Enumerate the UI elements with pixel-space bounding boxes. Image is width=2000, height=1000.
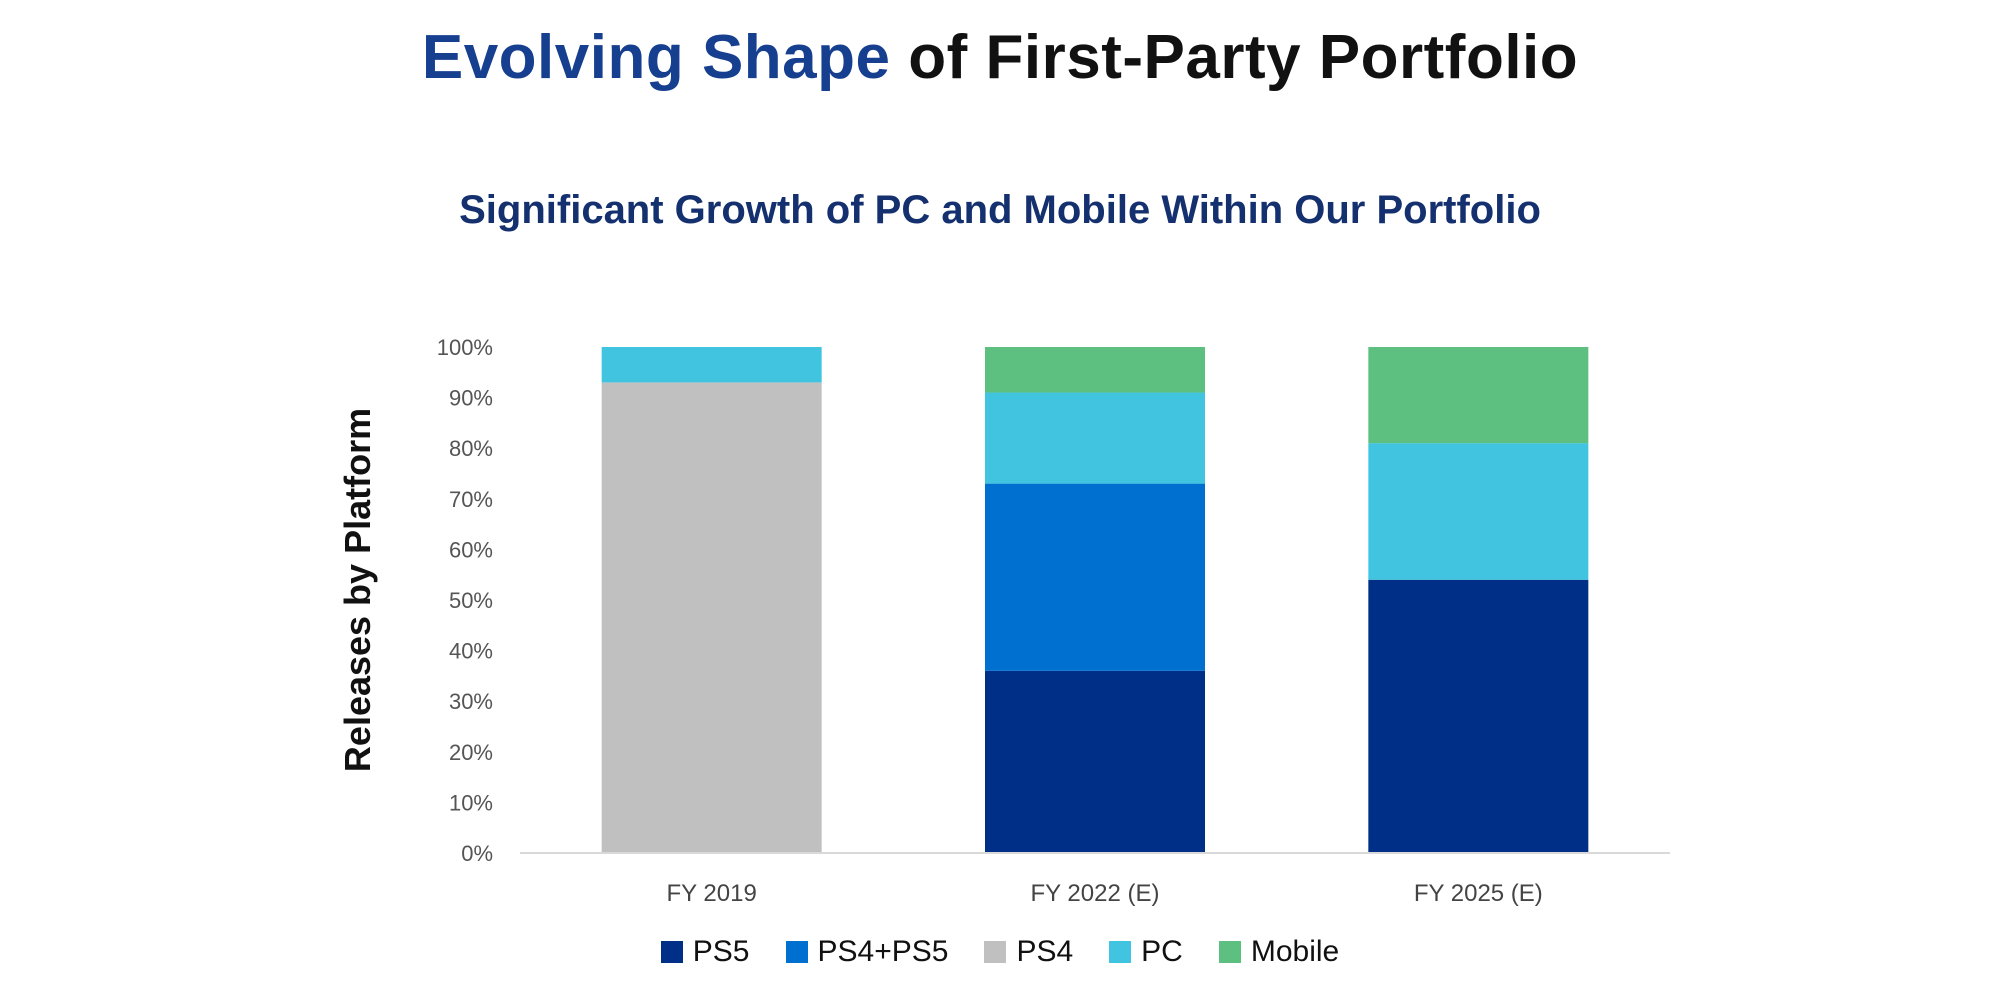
x-tick-label: FY 2019 [667,880,757,907]
bar-segment-pc [601,347,822,383]
y-tick-label: 100% [437,335,493,360]
x-tick-label: FY 2025 (E) [1414,880,1543,907]
legend-label: PS4+PS5 [817,935,949,968]
legend-swatch [660,941,683,963]
bar-segment-mobile [1368,347,1589,444]
bar-segment-ps4-ps5 [985,483,1205,671]
legend-label: PS5 [692,935,750,968]
y-tick-label: 40% [449,639,493,664]
bar-segment-ps5 [1368,579,1589,853]
legend-swatch [785,941,808,963]
legend: PS5 PS4+PS5 PS4 PC Mobile [0,935,2000,969]
x-axis-labels: FY 2019 FY 2022 (E) FY 2025 (E) [667,880,1543,907]
legend-item: Mobile [1218,935,1340,969]
y-axis-ticks: 0% 10% 20% 30% 40% 50% 60% 70% 80% 90% 100% [437,335,493,866]
title-accent: Evolving Shape [421,23,891,92]
title-rest: of First-Party Portfolio [890,23,1579,92]
legend-item: PS4+PS5 [785,935,949,969]
legend-label: PS4 [1016,935,1074,968]
y-tick-label: 20% [449,740,493,765]
legend-item: PS4 [984,935,1073,969]
y-tick-label: 60% [449,537,493,562]
y-tick-label: 0% [461,841,493,866]
legend-label: Mobile [1250,935,1340,968]
bar-segment-ps5 [985,670,1205,853]
legend-item: PS5 [660,935,750,969]
y-tick-label: 10% [449,790,493,815]
legend-item: PC [1109,935,1183,969]
bar-segment-pc [1368,443,1589,580]
slide-title: Evolving Shape of First-Party Portfolio [0,22,2000,93]
x-tick-label: FY 2022 (E) [1031,880,1160,907]
y-axis-title: Releases by Platform [337,408,378,772]
legend-swatch [984,941,1007,963]
y-tick-label: 70% [449,487,493,512]
bar-segment-mobile [985,347,1205,393]
y-tick-label: 30% [449,689,493,714]
bar-segment-ps4 [601,382,822,853]
y-tick-label: 80% [449,436,493,461]
y-tick-label: 90% [449,386,493,411]
bars [601,347,1589,853]
chart-title: Significant Growth of PC and Mobile With… [459,188,1541,232]
legend-swatch [1218,941,1241,963]
bar-segment-pc [985,392,1205,484]
legend-swatch [1109,941,1132,963]
legend-label: PC [1141,935,1183,968]
y-tick-label: 50% [449,588,493,613]
